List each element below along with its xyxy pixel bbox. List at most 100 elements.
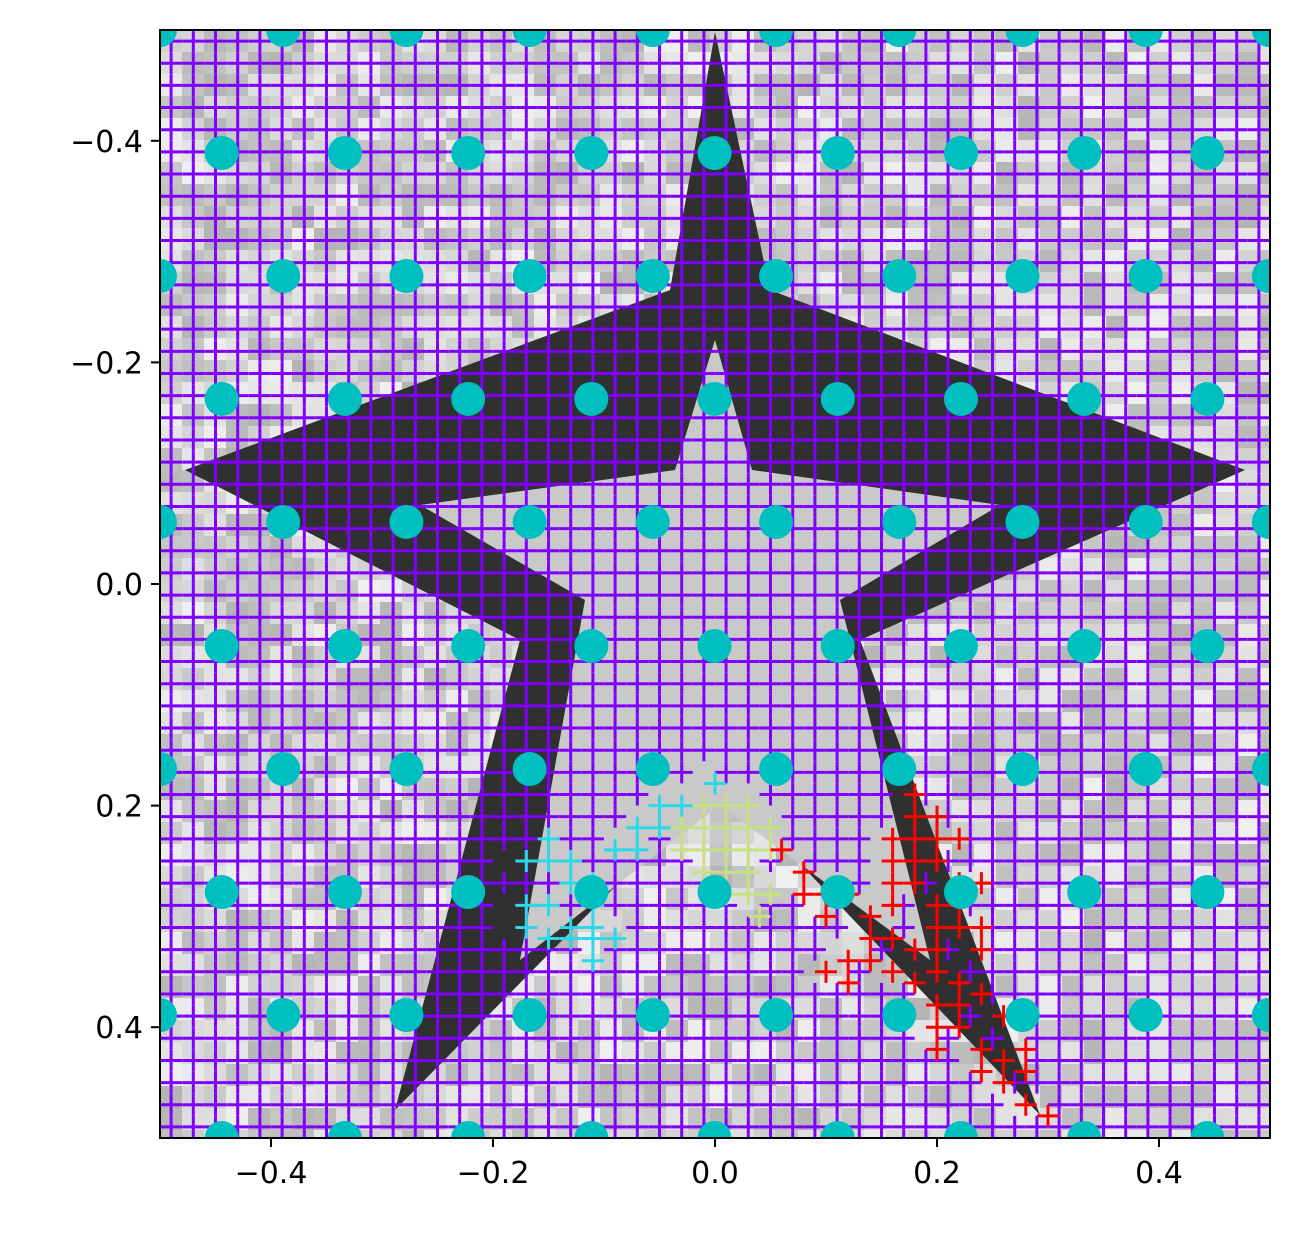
- noise-cell: [380, 602, 402, 624]
- noise-cell: [1216, 712, 1238, 734]
- noise-cell: [1172, 668, 1194, 690]
- noise-cell: [1238, 624, 1260, 646]
- noise-cell: [1216, 316, 1238, 338]
- noise-cell: [1194, 668, 1216, 690]
- noise-cell: [468, 294, 490, 316]
- noise-cell: [446, 338, 468, 360]
- noise-cell: [1172, 844, 1194, 866]
- noise-cell: [446, 756, 468, 778]
- noise-cell: [1238, 316, 1260, 338]
- noise-cell: [380, 624, 402, 646]
- noise-cell: [358, 338, 380, 360]
- noise-cell: [754, 844, 776, 866]
- noise-cell: [622, 228, 644, 250]
- noise-cell: [1172, 756, 1194, 778]
- noise-cell: [1194, 316, 1216, 338]
- noise-cell: [358, 294, 380, 316]
- noise-cell: [1172, 228, 1194, 250]
- noise-cell: [1194, 514, 1216, 536]
- noise-cell: [380, 228, 402, 250]
- noise-cell: [798, 228, 820, 250]
- noise-cell: [358, 800, 380, 822]
- noise-cell: [1238, 426, 1260, 448]
- noise-cell: [1172, 580, 1194, 602]
- noise-cell: [1216, 338, 1238, 360]
- noise-cell: [600, 250, 622, 272]
- noise-cell: [336, 316, 358, 338]
- noise-cell: [1194, 294, 1216, 316]
- noise-cell: [1172, 778, 1194, 800]
- noise-cell: [402, 646, 424, 668]
- noise-cell: [1172, 272, 1194, 294]
- noise-cell: [424, 624, 446, 646]
- noise-cell: [1216, 514, 1238, 536]
- noise-cell: [512, 1130, 534, 1152]
- noise-cell: [1216, 602, 1238, 624]
- noise-cell: [424, 338, 446, 360]
- noise-cell: [1194, 734, 1216, 756]
- noise-cell: [1238, 690, 1260, 712]
- noise-cell: [446, 272, 468, 294]
- noise-cell: [666, 844, 688, 866]
- noise-cell: [358, 756, 380, 778]
- noise-cell: [336, 690, 358, 712]
- noise-cell: [358, 844, 380, 866]
- noise-cell: [578, 272, 600, 294]
- noise-cell: [446, 250, 468, 272]
- noise-cell: [380, 668, 402, 690]
- noise-cell: [512, 316, 534, 338]
- noise-cell: [1194, 690, 1216, 712]
- noise-cell: [1216, 778, 1238, 800]
- noise-cell: [358, 778, 380, 800]
- noise-cell: [446, 316, 468, 338]
- noise-cell: [1172, 866, 1194, 888]
- noise-cell: [358, 250, 380, 272]
- noise-cell: [1216, 756, 1238, 778]
- noise-cell: [468, 316, 490, 338]
- noise-cell: [1172, 536, 1194, 558]
- noise-cell: [1194, 250, 1216, 272]
- noise-cell: [1172, 514, 1194, 536]
- noise-cell: [468, 712, 490, 734]
- noise-cell: [1238, 712, 1260, 734]
- noise-cell: [402, 624, 424, 646]
- noise-cell: [1194, 712, 1216, 734]
- noise-cell: [1216, 844, 1238, 866]
- noise-cell: [1238, 778, 1260, 800]
- noise-cell: [600, 228, 622, 250]
- noise-cell: [1194, 558, 1216, 580]
- noise-cell: [446, 228, 468, 250]
- background-image: [160, 30, 1282, 1152]
- noise-cell: [468, 272, 490, 294]
- noise-cell: [776, 866, 798, 888]
- noise-cell: [732, 866, 754, 888]
- noise-cell: [358, 1130, 380, 1152]
- noise-cell: [1172, 338, 1194, 360]
- noise-cell: [820, 228, 842, 250]
- noise-cell: [710, 844, 732, 866]
- noise-cell: [358, 734, 380, 756]
- noise-cell: [380, 866, 402, 888]
- noise-cell: [380, 646, 402, 668]
- noise-cell: [578, 294, 600, 316]
- noise-cell: [534, 1130, 556, 1152]
- noise-cell: [336, 580, 358, 602]
- noise-cell: [490, 646, 512, 668]
- noise-cell: [644, 228, 666, 250]
- noise-cell: [446, 690, 468, 712]
- noise-cell: [1172, 822, 1194, 844]
- noise-cell: [358, 668, 380, 690]
- noise-cell: [798, 1130, 820, 1152]
- noise-cell: [402, 294, 424, 316]
- noise-cell: [1194, 272, 1216, 294]
- noise-cell: [402, 822, 424, 844]
- noise-cell: [446, 800, 468, 822]
- noise-cell: [490, 294, 512, 316]
- noise-cell: [424, 734, 446, 756]
- noise-cell: [424, 602, 446, 624]
- noise-cell: [380, 338, 402, 360]
- noise-cell: [1216, 558, 1238, 580]
- noise-cell: [1238, 866, 1260, 888]
- noise-cell: [1172, 800, 1194, 822]
